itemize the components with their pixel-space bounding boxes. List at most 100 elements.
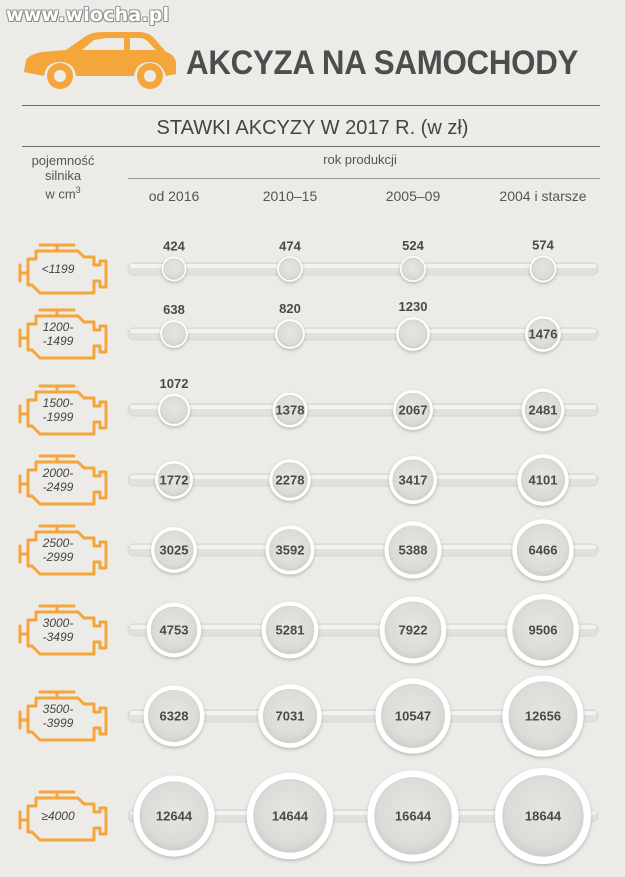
value-bubble (246, 772, 334, 860)
column-header: 2005–09 (385, 188, 441, 204)
value-bubble (529, 255, 557, 283)
value-label: 5388 (399, 543, 428, 558)
column-group-rule (128, 178, 600, 179)
row-track-highlight (130, 811, 596, 815)
value-label: 2481 (529, 403, 558, 418)
value-label: 6328 (160, 709, 189, 724)
value-bubble (265, 525, 315, 575)
value-bubble (157, 393, 191, 427)
column-header: 2004 i starsze (499, 188, 587, 204)
value-label: 820 (279, 301, 301, 316)
value-label: 424 (163, 239, 185, 254)
value-bubble (384, 521, 442, 579)
row-header-superscript: 3 (75, 185, 81, 195)
chart-subtitle: STAWKI AKCYZY W 2017 R. (w zł) (156, 117, 469, 139)
engine-icon (18, 454, 108, 506)
row-header-line1: pojemność (31, 153, 95, 168)
row-track-highlight (130, 625, 596, 629)
value-label: 524 (402, 238, 424, 253)
value-label: 18644 (525, 809, 562, 824)
engine-icon (18, 604, 108, 656)
value-bubble (525, 316, 561, 352)
subtitle-rule (22, 146, 600, 147)
value-label: 6466 (529, 543, 558, 558)
value-label: 1230 (399, 299, 428, 314)
row-header-unit: w cm (45, 186, 76, 202)
column-header: od 2016 (148, 188, 200, 204)
value-bubble (399, 255, 427, 283)
value-bubble (389, 456, 437, 504)
engine-icon (18, 690, 108, 742)
value-bubble (396, 317, 430, 351)
value-bubble (272, 392, 308, 428)
page-title: AKCYZA NA SAMOCHODY (186, 44, 579, 82)
engine-icon (18, 384, 108, 436)
car-icon (24, 32, 176, 89)
value-bubble (521, 388, 565, 432)
value-label: 1476 (529, 327, 558, 342)
value-bubble (379, 596, 447, 664)
engine-icon (18, 790, 108, 842)
value-label: 474 (279, 238, 301, 253)
value-label: 574 (532, 238, 554, 253)
row-header-line3: w cm3 (8, 183, 118, 201)
value-bubble (133, 775, 215, 857)
value-label: 3417 (399, 473, 428, 488)
value-label: 5281 (276, 623, 305, 638)
value-label: 10547 (395, 709, 431, 724)
value-label: 638 (163, 302, 185, 317)
value-bubble (517, 454, 569, 506)
row-track-highlight (130, 405, 596, 409)
row-track-highlight (130, 329, 596, 333)
value-bubble (258, 684, 322, 748)
value-bubble (367, 770, 459, 862)
engine-icon (18, 243, 108, 295)
value-bubble (269, 459, 311, 501)
engine-capacity-label: 3500- -3999 (42, 702, 74, 730)
engine-capacity-label: 1200- -1499 (42, 320, 74, 348)
value-bubble (143, 685, 205, 747)
engine-icon (18, 308, 108, 360)
row-header: pojemność silnika w cm3 (8, 153, 118, 201)
value-bubble (277, 256, 303, 282)
row-track-highlight (130, 264, 596, 268)
column-header: 2010–15 (262, 188, 318, 204)
value-label: 4753 (160, 623, 189, 638)
value-label: 12656 (525, 709, 561, 724)
value-label: 2278 (276, 473, 305, 488)
row-track-highlight (130, 545, 596, 549)
value-label: 12644 (156, 809, 193, 824)
value-bubble (161, 256, 187, 282)
row-track-highlight (130, 475, 596, 479)
value-label: 3592 (276, 543, 305, 558)
row-header-line2: silnika (44, 168, 82, 183)
row-track-highlight (130, 711, 596, 715)
value-bubble (375, 678, 451, 754)
engine-icon (18, 524, 108, 576)
value-bubble (155, 461, 193, 499)
engine-capacity-label: 2000- -2499 (42, 466, 74, 494)
value-bubble (275, 319, 305, 349)
value-label: 9506 (529, 623, 558, 638)
title-rule (22, 105, 600, 106)
engine-capacity-label: ≥4000 (41, 809, 75, 823)
value-label: 7031 (276, 709, 305, 724)
value-bubble (393, 390, 433, 430)
engine-capacity-label: <1199 (41, 262, 75, 276)
value-label: 1378 (276, 403, 305, 418)
value-bubble (160, 320, 188, 348)
value-label: 1772 (160, 473, 189, 488)
value-label: 14644 (272, 809, 309, 824)
value-bubble (512, 519, 574, 581)
value-label: 4101 (529, 473, 558, 488)
watermark-text: www.wiocha.pl (6, 4, 170, 26)
value-label: 3025 (160, 543, 189, 558)
value-label: 1072 (160, 376, 189, 391)
value-bubble (151, 527, 197, 573)
value-label: 2067 (399, 403, 428, 418)
engine-capacity-label: 1500- -1999 (42, 396, 74, 424)
engine-capacity-label: 2500- -2999 (42, 536, 74, 564)
engine-capacity-label: 3000- -3499 (42, 616, 74, 644)
